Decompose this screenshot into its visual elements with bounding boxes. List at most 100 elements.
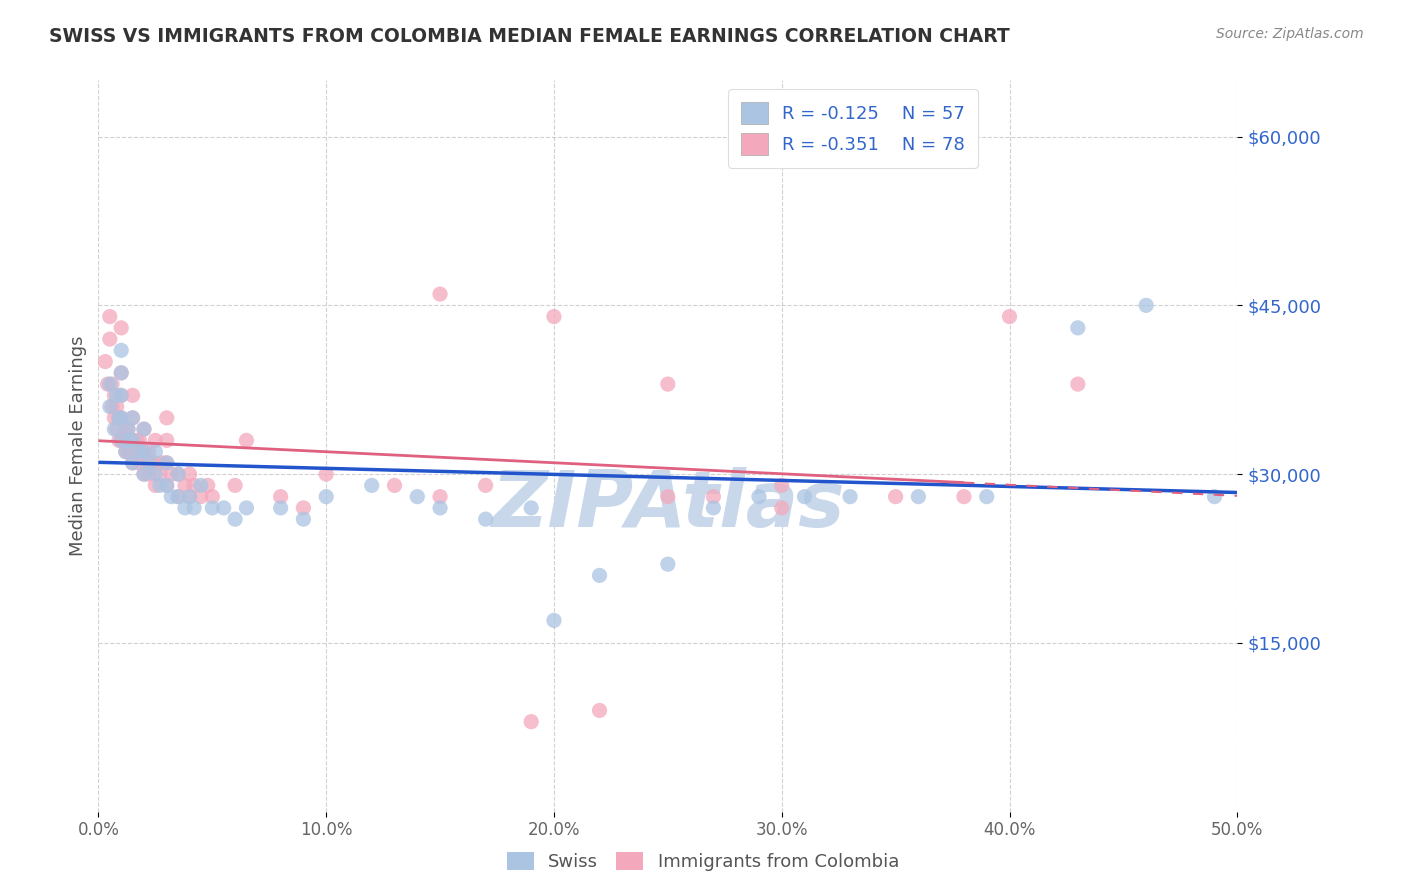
Point: [128, 456, 150, 470]
Point: [101, 400, 124, 414]
Point: [127, 434, 149, 448]
Point: [114, 422, 136, 436]
Point: [103, 388, 125, 402]
Point: [884, 490, 907, 504]
Point: [474, 512, 496, 526]
Point: [110, 434, 132, 448]
Point: [292, 512, 315, 526]
Point: [121, 456, 143, 470]
Point: [138, 456, 160, 470]
Point: [132, 444, 155, 458]
Point: [179, 490, 201, 504]
Point: [120, 434, 142, 448]
Point: [748, 490, 770, 504]
Point: [212, 500, 235, 515]
Point: [128, 444, 150, 458]
Point: [121, 434, 143, 448]
Point: [98, 310, 121, 324]
Text: SWISS VS IMMIGRANTS FROM COLOMBIA MEDIAN FEMALE EARNINGS CORRELATION CHART: SWISS VS IMMIGRANTS FROM COLOMBIA MEDIAN…: [49, 27, 1010, 45]
Point: [197, 478, 219, 492]
Point: [315, 490, 337, 504]
Point: [149, 478, 172, 492]
Point: [588, 703, 610, 717]
Point: [117, 422, 139, 436]
Point: [315, 467, 337, 482]
Point: [132, 467, 155, 482]
Legend: R = -0.125    N = 57, R = -0.351    N = 78: R = -0.125 N = 57, R = -0.351 N = 78: [728, 89, 977, 168]
Point: [1204, 490, 1226, 504]
Point: [201, 490, 224, 504]
Point: [132, 422, 155, 436]
Point: [105, 388, 128, 402]
Point: [121, 410, 143, 425]
Point: [520, 500, 543, 515]
Point: [117, 444, 139, 458]
Point: [156, 410, 179, 425]
Point: [98, 377, 121, 392]
Point: [121, 456, 143, 470]
Point: [105, 400, 128, 414]
Point: [474, 478, 496, 492]
Point: [179, 467, 201, 482]
Point: [174, 478, 197, 492]
Point: [224, 478, 246, 492]
Point: [110, 388, 132, 402]
Legend: Swiss, Immigrants from Colombia: Swiss, Immigrants from Colombia: [499, 845, 907, 879]
Point: [94, 354, 117, 368]
Point: [110, 321, 132, 335]
Point: [201, 500, 224, 515]
Point: [406, 490, 429, 504]
Point: [702, 490, 724, 504]
Point: [96, 377, 118, 392]
Point: [110, 410, 132, 425]
Point: [183, 478, 205, 492]
Point: [132, 467, 155, 482]
Y-axis label: Median Female Earnings: Median Female Earnings: [69, 335, 87, 557]
Point: [167, 490, 190, 504]
Point: [138, 444, 160, 458]
Point: [160, 467, 183, 482]
Point: [108, 410, 131, 425]
Point: [384, 478, 406, 492]
Point: [998, 310, 1021, 324]
Point: [101, 377, 124, 392]
Point: [139, 456, 162, 470]
Point: [429, 490, 451, 504]
Point: [907, 490, 929, 504]
Point: [160, 490, 183, 504]
Point: [108, 434, 131, 448]
Point: [110, 343, 132, 358]
Point: [224, 512, 246, 526]
Point: [110, 366, 132, 380]
Point: [145, 456, 167, 470]
Point: [270, 500, 292, 515]
Point: [156, 456, 179, 470]
Point: [132, 444, 155, 458]
Point: [103, 410, 125, 425]
Point: [108, 410, 131, 425]
Point: [179, 490, 201, 504]
Point: [953, 490, 976, 504]
Point: [150, 456, 173, 470]
Point: [839, 490, 862, 504]
Point: [770, 500, 793, 515]
Text: Source: ZipAtlas.com: Source: ZipAtlas.com: [1216, 27, 1364, 41]
Point: [1135, 298, 1157, 312]
Point: [128, 434, 150, 448]
Point: [1067, 321, 1090, 335]
Point: [167, 490, 190, 504]
Point: [657, 377, 679, 392]
Point: [976, 490, 998, 504]
Text: ZIPAtlas: ZIPAtlas: [491, 467, 845, 542]
Point: [105, 422, 128, 436]
Point: [1067, 377, 1090, 392]
Point: [132, 422, 155, 436]
Point: [292, 500, 315, 515]
Point: [120, 434, 142, 448]
Point: [543, 310, 565, 324]
Point: [235, 500, 257, 515]
Point: [657, 490, 679, 504]
Point: [588, 568, 610, 582]
Point: [429, 500, 451, 515]
Point: [117, 422, 139, 436]
